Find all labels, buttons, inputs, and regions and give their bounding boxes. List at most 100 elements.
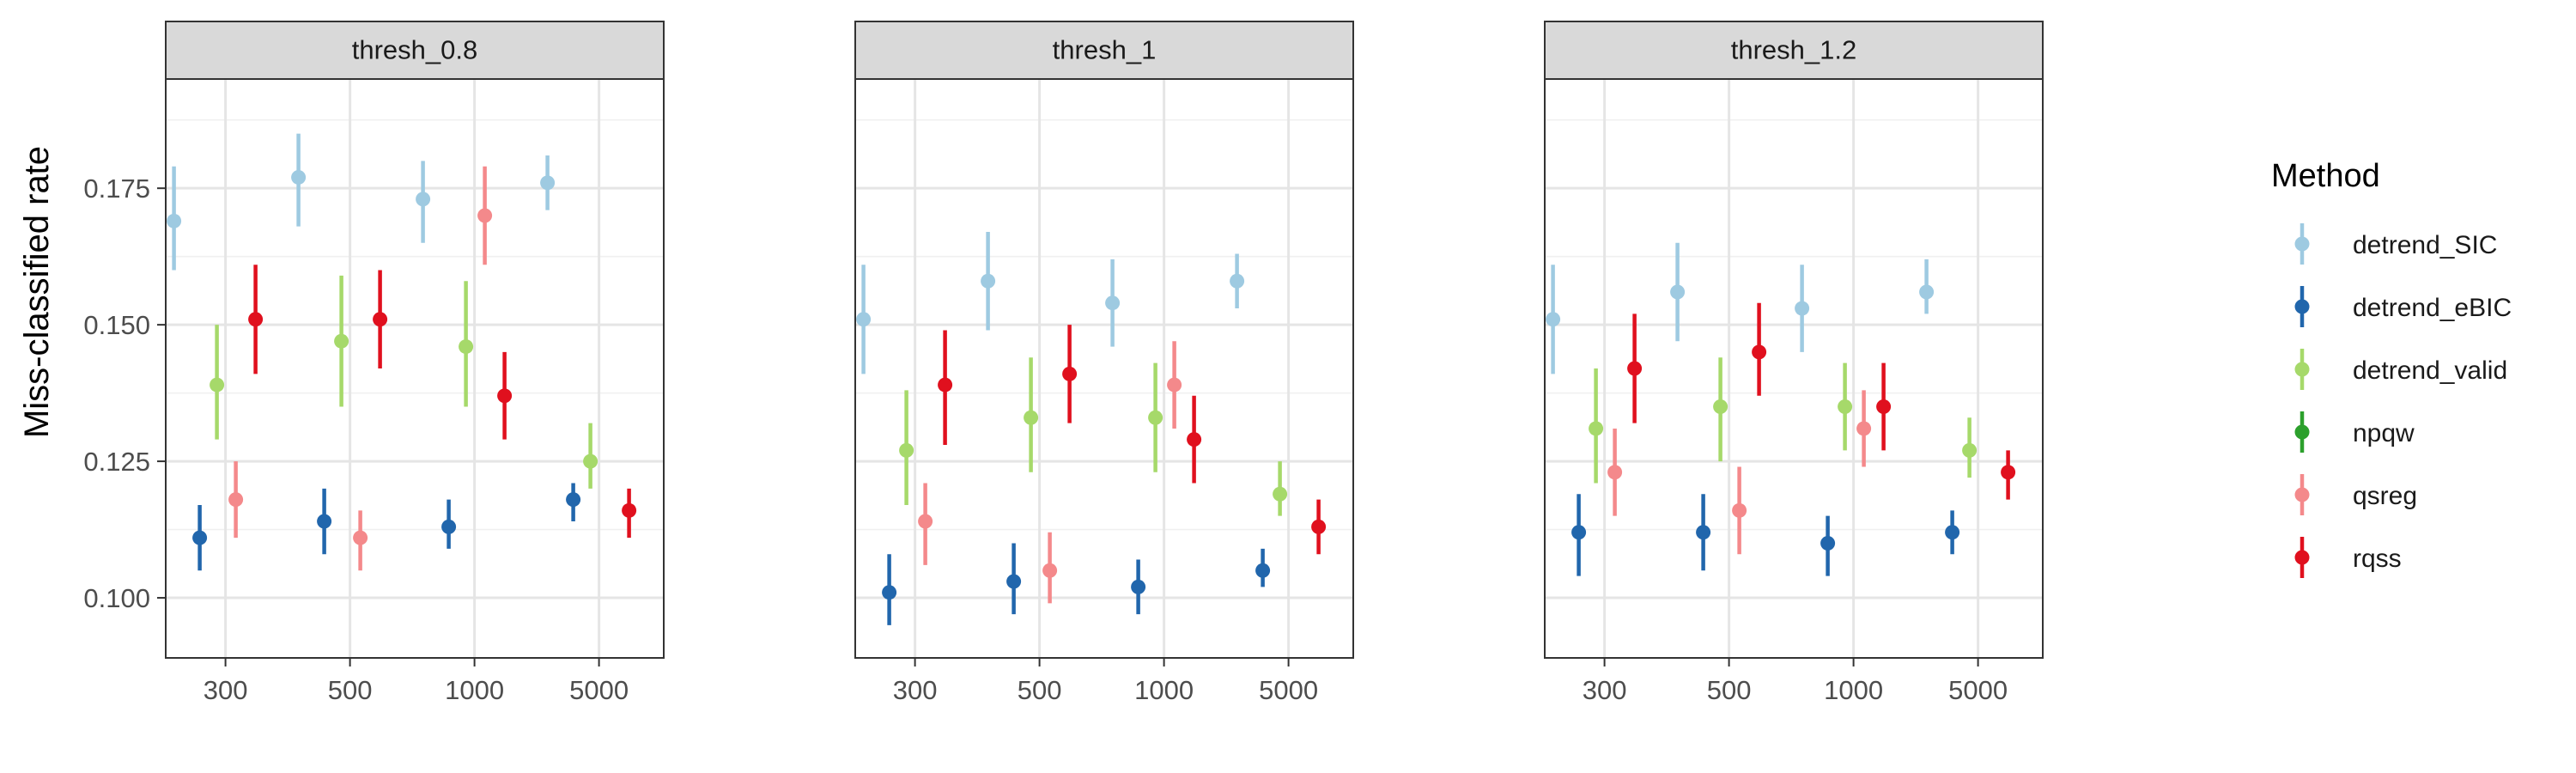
point-detrend_SIC bbox=[1670, 284, 1686, 300]
point-detrend_valid bbox=[1713, 399, 1728, 415]
legend-key-point bbox=[2294, 424, 2310, 440]
x-tick-label: 5000 bbox=[1948, 675, 2008, 705]
point-qsreg bbox=[1732, 502, 1747, 518]
y-tick-label: 0.100 bbox=[83, 583, 150, 613]
point-rqss bbox=[1062, 366, 1078, 381]
point-detrend_SIC bbox=[416, 192, 431, 207]
legend-key-point bbox=[2294, 550, 2310, 565]
facet-strip bbox=[854, 21, 1354, 80]
legend-item-npqw: npqw bbox=[2294, 411, 2415, 453]
point-detrend_eBIC bbox=[1255, 563, 1271, 578]
point-detrend_valid bbox=[1962, 442, 1978, 458]
facet-title: thresh_1.2 bbox=[1731, 35, 1857, 65]
point-rqss bbox=[938, 377, 953, 393]
point-rqss bbox=[2001, 465, 2016, 480]
point-qsreg bbox=[1042, 563, 1058, 578]
point-detrend_SIC bbox=[981, 273, 996, 289]
plot-area bbox=[1544, 78, 2044, 659]
facet-panels: thresh_0.8 300 500 1000 5000 0.100 0.125 0.150 0… bbox=[83, 21, 2044, 705]
point-detrend_eBIC bbox=[1006, 574, 1022, 589]
legend-label: rqss bbox=[2353, 545, 2402, 573]
legend-title: Method bbox=[2271, 158, 2380, 194]
panel-border bbox=[1544, 78, 2044, 659]
x-tick-label: 300 bbox=[1583, 675, 1627, 705]
legend-label: qsreg bbox=[2353, 482, 2417, 510]
point-detrend_eBIC bbox=[441, 519, 457, 534]
facet-panel: thresh_1 300 500 1000 5000 bbox=[854, 21, 1354, 705]
point-detrend_SIC bbox=[1795, 301, 1810, 316]
legend-item-detrend_valid: detrend_valid bbox=[2294, 349, 2507, 390]
point-qsreg bbox=[1167, 377, 1182, 393]
legend-label: detrend_valid bbox=[2353, 356, 2507, 385]
point-detrend_valid bbox=[459, 339, 474, 355]
facet-strip bbox=[165, 21, 665, 80]
x-tick-label: 500 bbox=[328, 675, 373, 705]
point-rqss bbox=[373, 312, 388, 327]
point-detrend_valid bbox=[1589, 421, 1604, 436]
point-qsreg bbox=[1607, 465, 1623, 480]
point-detrend_eBIC bbox=[317, 514, 332, 529]
x-tick-label: 300 bbox=[204, 675, 248, 705]
point-detrend_valid bbox=[1838, 399, 1853, 415]
point-detrend_eBIC bbox=[566, 492, 581, 508]
point-detrend_eBIC bbox=[1820, 535, 1836, 551]
facet-title: thresh_1 bbox=[1053, 35, 1157, 65]
point-detrend_SIC bbox=[540, 175, 556, 191]
point-detrend_valid bbox=[583, 453, 598, 469]
point-detrend_SIC bbox=[1919, 284, 1935, 300]
legend-items: detrend_SIC detrend_eBIC detrend_validnpqw… bbox=[2294, 223, 2512, 578]
point-detrend_SIC bbox=[291, 169, 307, 185]
point-detrend_eBIC bbox=[1945, 525, 1960, 540]
x-tick-label: 1000 bbox=[1134, 675, 1194, 705]
point-rqss bbox=[1311, 519, 1327, 534]
legend-label: npqw bbox=[2353, 419, 2415, 447]
x-tick-label: 500 bbox=[1707, 675, 1752, 705]
point-detrend_eBIC bbox=[1131, 579, 1146, 594]
legend-item-detrend_eBIC: detrend_eBIC bbox=[2294, 286, 2512, 327]
legend-key-point bbox=[2294, 236, 2310, 252]
plot-area bbox=[854, 78, 1354, 659]
point-rqss bbox=[248, 312, 264, 327]
point-detrend_valid bbox=[1148, 410, 1163, 425]
y-tick-label: 0.175 bbox=[83, 173, 150, 204]
x-tick-label: 300 bbox=[893, 675, 938, 705]
point-detrend_eBIC bbox=[192, 530, 208, 545]
point-rqss bbox=[622, 502, 637, 518]
point-rqss bbox=[1627, 361, 1643, 376]
panel-border bbox=[165, 78, 665, 659]
point-detrend_SIC bbox=[856, 312, 872, 327]
x-tick-label: 500 bbox=[1018, 675, 1062, 705]
plot-area bbox=[165, 78, 665, 659]
point-detrend_valid bbox=[1273, 486, 1288, 502]
point-rqss bbox=[1187, 432, 1202, 447]
point-qsreg bbox=[228, 492, 244, 508]
point-detrend_eBIC bbox=[1696, 525, 1711, 540]
point-detrend_SIC bbox=[167, 213, 182, 228]
point-detrend_eBIC bbox=[1571, 525, 1587, 540]
y-tick-label: 0.125 bbox=[83, 447, 150, 477]
point-detrend_eBIC bbox=[882, 585, 897, 600]
x-tick-label: 1000 bbox=[1824, 675, 1883, 705]
x-tick-label: 1000 bbox=[445, 675, 504, 705]
legend-key-point bbox=[2294, 299, 2310, 314]
legend-label: detrend_eBIC bbox=[2353, 294, 2512, 322]
facet-panel: thresh_1.2 300 500 1000 5000 bbox=[1544, 21, 2044, 705]
legend-label: detrend_SIC bbox=[2353, 231, 2497, 259]
point-rqss bbox=[1876, 399, 1892, 415]
point-detrend_valid bbox=[210, 377, 225, 393]
point-qsreg bbox=[918, 514, 933, 529]
facet-title: thresh_0.8 bbox=[352, 35, 478, 65]
facet-strip bbox=[1544, 21, 2044, 80]
point-detrend_SIC bbox=[1105, 295, 1121, 311]
y-axis-title: Miss-classified rate bbox=[18, 146, 56, 438]
legend: Method detrend_SIC detrend_eBIC detrend_va… bbox=[2271, 158, 2512, 578]
y-tick-label: 0.150 bbox=[83, 310, 150, 340]
legend-item-qsreg: qsreg bbox=[2294, 474, 2417, 515]
x-tick-label: 5000 bbox=[569, 675, 629, 705]
point-qsreg bbox=[477, 208, 493, 223]
point-qsreg bbox=[353, 530, 368, 545]
point-detrend_SIC bbox=[1546, 312, 1561, 327]
point-detrend_valid bbox=[899, 442, 914, 458]
panel-border bbox=[854, 78, 1354, 659]
